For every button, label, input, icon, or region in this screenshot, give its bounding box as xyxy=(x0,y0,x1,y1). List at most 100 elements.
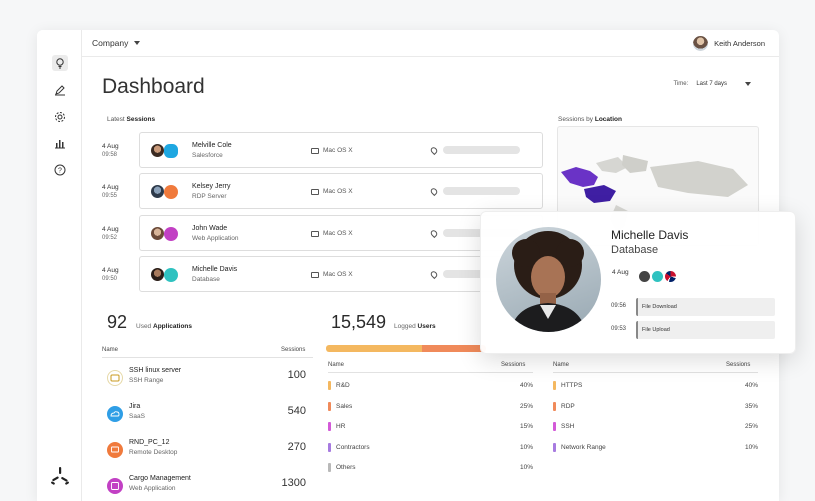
session-datetime: 4 Aug 09:55 xyxy=(102,183,119,201)
company-selector[interactable]: Company xyxy=(92,38,141,48)
app-sessions: 540 xyxy=(287,405,306,417)
map-region xyxy=(596,157,628,173)
list-item[interactable]: RDP 35% xyxy=(553,401,758,415)
session-target: RDP Server xyxy=(192,193,227,200)
session-date: 4 Aug xyxy=(102,184,119,191)
company-label: Company xyxy=(92,38,129,48)
uk-flag-icon xyxy=(665,271,676,282)
avatar xyxy=(150,267,165,282)
table-row[interactable]: SSH linux server SSH Range 100 xyxy=(102,366,306,396)
session-card[interactable]: Melville Cole Salesforce Mac OS X xyxy=(139,132,543,168)
list-item[interactable]: HR 15% xyxy=(328,421,533,435)
session-card[interactable]: Kelsey Jerry RDP Server Mac OS X xyxy=(139,173,543,209)
salesforce-icon xyxy=(164,144,178,158)
protocol-name: Network Range xyxy=(561,444,606,451)
list-item[interactable]: Network Range 10% xyxy=(553,442,758,456)
user-portrait xyxy=(496,227,601,332)
session-os: Mac OS X xyxy=(311,230,353,237)
log-time: 09:53 xyxy=(611,326,627,332)
users-col-sessions: Sessions xyxy=(501,362,526,368)
list-item[interactable]: R&D 40% xyxy=(328,380,533,394)
table-row[interactable]: RND_PC_12 Remote Desktop 270 xyxy=(102,438,306,468)
session-row[interactable]: 4 Aug 09:52 John Wade Web Application Ma… xyxy=(102,215,543,251)
log-time: 09:56 xyxy=(611,303,627,309)
activity-log-item[interactable]: 09:56 File Download xyxy=(611,298,775,316)
session-os: Mac OS X xyxy=(311,188,353,195)
users-bar-segment xyxy=(422,345,486,352)
map-region-highlight xyxy=(584,185,616,203)
lightbulb-icon[interactable] xyxy=(52,55,68,71)
color-swatch xyxy=(328,402,331,411)
time-filter[interactable]: Time: Last 7 days xyxy=(674,81,751,87)
category-name: Sales xyxy=(336,403,353,410)
edit-pen-icon[interactable] xyxy=(51,81,69,99)
web-app-icon xyxy=(107,478,123,494)
session-card[interactable]: Michelle Davis Database Mac OS X xyxy=(139,256,543,292)
svg-text:?: ? xyxy=(58,168,62,175)
category-percent: 10% xyxy=(519,444,533,451)
session-location xyxy=(429,145,520,155)
session-date: 4 Aug xyxy=(102,143,119,150)
map-region xyxy=(650,161,748,197)
sessions-label-prefix: Latest xyxy=(107,116,125,123)
web-app-icon xyxy=(164,227,178,241)
avatar xyxy=(150,184,165,199)
protocol-percent: 40% xyxy=(744,382,758,389)
list-item[interactable]: Contractors 10% xyxy=(328,442,533,456)
users-label-bold: Users xyxy=(417,323,436,330)
session-time: 09:58 xyxy=(102,152,118,158)
map-region-highlight xyxy=(561,167,598,187)
users-label-prefix: Logged xyxy=(394,323,416,330)
session-user-name: Melville Cole xyxy=(192,142,232,149)
avatar xyxy=(150,226,165,241)
session-detail-popup[interactable]: Michelle Davis Database 4 Aug 09:56 File… xyxy=(480,211,796,354)
gear-icon[interactable] xyxy=(51,108,69,126)
applications-count: 92 xyxy=(107,312,128,332)
app-name: Cargo Management xyxy=(129,475,191,482)
session-row[interactable]: 4 Aug 09:50 Michelle Davis Database Mac … xyxy=(102,256,543,292)
location-placeholder xyxy=(443,146,520,154)
list-item[interactable]: HTTPS 40% xyxy=(553,380,758,394)
user-name: Keith Anderson xyxy=(714,39,765,48)
location-pin-icon xyxy=(429,186,439,196)
protocols-col-name: Name xyxy=(553,362,570,368)
cloud-icon xyxy=(107,406,123,422)
applications-label-prefix: Used xyxy=(136,323,152,330)
users-col-name: Name xyxy=(328,362,345,368)
app-type: SSH Range xyxy=(129,377,164,384)
list-item[interactable]: Sales 25% xyxy=(328,401,533,415)
user-menu[interactable]: Keith Anderson xyxy=(693,36,765,51)
list-item[interactable]: SSH 25% xyxy=(553,421,758,435)
color-swatch xyxy=(553,422,556,431)
category-percent: 10% xyxy=(519,464,533,471)
session-row[interactable]: 4 Aug 09:58 Melville Cole Salesforce Mac… xyxy=(102,132,543,168)
table-row[interactable]: Cargo Management Web Application 1300 xyxy=(102,474,306,501)
protocols-col-sessions: Sessions xyxy=(726,362,751,368)
divider xyxy=(553,372,758,373)
divider xyxy=(328,372,533,373)
list-item[interactable]: Others 10% xyxy=(328,462,533,476)
popup-badges xyxy=(639,271,676,282)
time-filter-label: Time: xyxy=(673,81,689,87)
color-swatch xyxy=(328,381,331,390)
app-type: Web Application xyxy=(129,485,176,492)
monitor-icon xyxy=(311,188,319,195)
brand-logo-icon xyxy=(49,465,71,487)
help-icon[interactable]: ? xyxy=(51,161,69,179)
bar-chart-icon[interactable] xyxy=(51,134,69,152)
color-swatch xyxy=(553,381,556,390)
avatar xyxy=(150,143,165,158)
sessions-section-label: Latest Sessions xyxy=(107,116,155,123)
log-label: File Download xyxy=(636,298,775,316)
protocol-percent: 35% xyxy=(744,403,758,410)
color-swatch xyxy=(328,463,331,472)
activity-log-item[interactable]: 09:53 File Upload xyxy=(611,321,775,339)
session-row[interactable]: 4 Aug 09:55 Kelsey Jerry RDP Server Mac … xyxy=(102,173,543,209)
session-os-label: Mac OS X xyxy=(323,147,353,154)
protocol-percent: 10% xyxy=(744,444,758,451)
table-row[interactable]: Jira SaaS 540 xyxy=(102,402,306,432)
session-datetime: 4 Aug 09:58 xyxy=(102,142,119,160)
session-card[interactable]: John Wade Web Application Mac OS X xyxy=(139,215,543,251)
session-os: Mac OS X xyxy=(311,271,353,278)
map-region xyxy=(622,155,648,173)
